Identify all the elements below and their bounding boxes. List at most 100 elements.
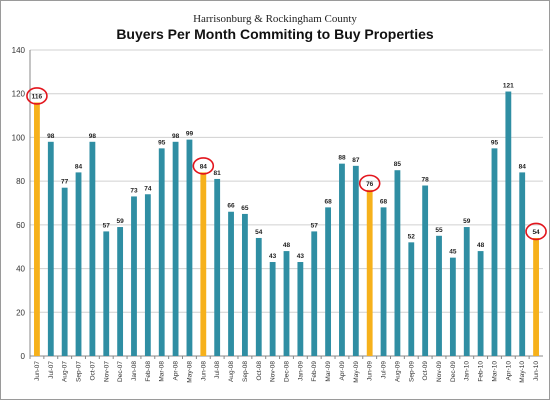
- x-tick-label-Jun-07: Jun-07: [34, 361, 41, 381]
- bar-Aug-07: [61, 187, 68, 356]
- bar-Mar-09: [325, 207, 332, 356]
- data-label-Oct-08: 54: [255, 229, 263, 236]
- x-tick-label-May-08: May-08: [186, 361, 193, 383]
- data-label-Mar-10: 95: [491, 139, 499, 146]
- y-tick-label: 80: [16, 177, 25, 186]
- bar-Nov-08: [269, 262, 276, 356]
- x-tick-label-Mar-09: Mar-09: [325, 361, 332, 382]
- bar-Apr-10: [505, 91, 512, 357]
- data-label-May-09: 87: [352, 157, 360, 164]
- x-tick-label-Dec-09: Dec-09: [450, 361, 457, 382]
- bar-Dec-09: [449, 257, 456, 356]
- bar-Aug-08: [228, 211, 234, 356]
- highlight-circle: [525, 222, 547, 241]
- x-tick-label-Jan-10: Jan-10: [464, 361, 471, 381]
- x-tick-label-Oct-07: Oct-07: [89, 361, 96, 381]
- x-tick-label-Jul-09: Jul-09: [381, 361, 388, 379]
- data-label-Apr-08: 98: [172, 133, 180, 140]
- chart-title: Buyers Per Month Commiting to Buy Proper…: [116, 26, 434, 42]
- x-tick-label-Sep-07: Sep-07: [76, 361, 83, 382]
- bar-Oct-07: [89, 141, 96, 356]
- data-label-Oct-09: 78: [422, 177, 430, 184]
- data-label-Nov-09: 55: [435, 227, 443, 234]
- x-tick-label-Mar-10: Mar-10: [491, 361, 498, 382]
- x-tick-label-Nov-07: Nov-07: [103, 361, 110, 382]
- y-tick-label: 0: [21, 352, 26, 361]
- data-label-Jan-08: 73: [130, 187, 138, 194]
- x-tick-label-May-10: May-10: [519, 361, 526, 383]
- bar-Feb-10: [477, 251, 484, 356]
- data-label-Sep-07: 84: [75, 163, 83, 170]
- x-tick-label-Aug-07: Aug-07: [62, 361, 69, 382]
- data-label-Feb-10: 48: [477, 242, 485, 249]
- x-tick-label-Oct-08: Oct-08: [256, 361, 263, 381]
- x-tick-label-Feb-09: Feb-09: [311, 361, 318, 382]
- x-tick-label-Nov-08: Nov-08: [270, 361, 277, 382]
- x-tick-label-Dec-07: Dec-07: [117, 361, 124, 382]
- bar-Dec-07: [117, 227, 124, 356]
- x-tick-label-Apr-09: Apr-09: [339, 361, 346, 381]
- data-label-Jun-10: 54: [532, 229, 540, 236]
- x-tick-label-Aug-08: Aug-08: [228, 361, 235, 382]
- bar-May-10: [519, 172, 526, 356]
- x-tick-label-Apr-08: Apr-08: [173, 361, 180, 381]
- x-tick-label-Mar-08: Mar-08: [159, 361, 166, 382]
- data-label-Jan-10: 59: [463, 218, 471, 225]
- y-tick-label: 60: [16, 221, 25, 230]
- data-label-Dec-09: 45: [449, 249, 457, 256]
- data-label-Dec-08: 48: [283, 242, 291, 249]
- data-label-Mar-08: 95: [158, 139, 166, 146]
- y-tick-label: 100: [12, 133, 26, 142]
- data-label-Nov-07: 57: [103, 222, 111, 229]
- x-tick-label-Jan-08: Jan-08: [131, 361, 138, 381]
- x-tick-label-Jun-10: Jun-10: [533, 361, 540, 381]
- bar-Jun-07: [34, 102, 40, 356]
- data-label-Jul-07: 98: [47, 133, 55, 140]
- bar-May-08: [186, 139, 193, 356]
- data-label-Jul-08: 81: [214, 170, 222, 177]
- data-label-Oct-07: 98: [89, 133, 97, 140]
- x-tick-label-Jul-07: Jul-07: [48, 361, 55, 379]
- data-label-Feb-09: 57: [311, 222, 319, 229]
- data-label-Jun-08: 84: [200, 163, 208, 170]
- y-tick-label: 20: [16, 308, 25, 317]
- bar-Jul-08: [214, 178, 221, 356]
- bar-May-09: [352, 165, 359, 356]
- x-tick-label-Sep-09: Sep-09: [408, 361, 415, 382]
- highlight-circle: [358, 174, 381, 193]
- data-label-Aug-07: 77: [61, 179, 69, 186]
- x-tick-label-Jun-09: Jun-09: [367, 361, 374, 381]
- x-tick-label-May-09: May-09: [353, 361, 360, 383]
- bar-Sep-07: [75, 172, 82, 356]
- data-label-Nov-08: 43: [269, 253, 277, 260]
- data-label-Apr-10: 121: [503, 83, 514, 90]
- bar-Jun-08: [200, 172, 207, 356]
- highlight-circle: [26, 87, 48, 105]
- data-label-Feb-08: 74: [144, 185, 152, 192]
- x-tick-label-Aug-09: Aug-09: [394, 361, 401, 382]
- bar-Sep-09: [408, 242, 415, 356]
- data-label-May-10: 84: [519, 163, 527, 170]
- x-tick-label-Dec-08: Dec-08: [284, 361, 291, 382]
- data-label-Jul-09: 68: [380, 198, 388, 205]
- y-tick-label: 140: [12, 46, 26, 55]
- x-tick-label-Sep-08: Sep-08: [242, 361, 249, 382]
- bar-Jan-08: [131, 196, 137, 356]
- bar-Jun-09: [366, 189, 373, 356]
- bar-Oct-08: [255, 237, 262, 356]
- x-tick-label-Jul-08: Jul-08: [214, 361, 221, 379]
- bar-Apr-09: [339, 163, 345, 356]
- bar-Nov-09: [436, 235, 442, 356]
- bar-Jul-09: [380, 207, 387, 356]
- bar-Mar-08: [158, 148, 165, 356]
- bar-Mar-10: [491, 148, 498, 356]
- data-label-Mar-09: 68: [324, 198, 332, 205]
- x-tick-label-Jan-09: Jan-09: [297, 361, 304, 381]
- data-label-Jun-09: 76: [366, 181, 374, 188]
- data-label-Jun-07: 116: [32, 93, 43, 100]
- x-tick-label-Feb-08: Feb-08: [145, 361, 152, 382]
- y-tick-label: 40: [16, 265, 25, 274]
- x-tick-label-Nov-09: Nov-09: [436, 361, 443, 382]
- data-label-Sep-08: 65: [241, 205, 249, 212]
- data-label-Dec-07: 59: [117, 218, 125, 225]
